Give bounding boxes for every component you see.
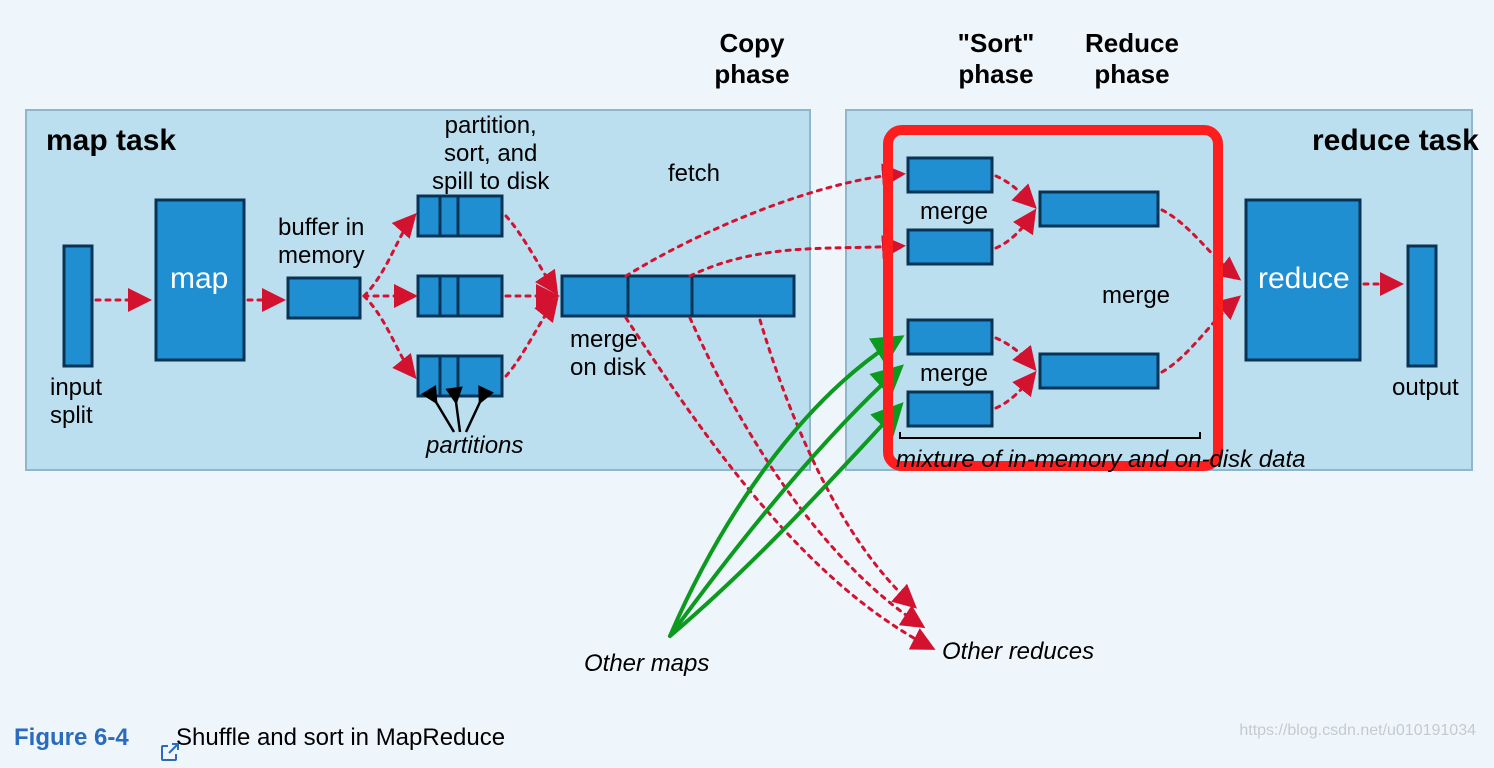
watermark: https://blog.csdn.net/u010191034 bbox=[1239, 722, 1476, 740]
phase-reduce-label: Reduce phase bbox=[1062, 28, 1202, 90]
buffer-label: buffer in memory bbox=[278, 214, 365, 270]
reduce-block-text: reduce bbox=[1258, 262, 1350, 296]
reduce-task-title: reduce task bbox=[1312, 124, 1479, 158]
output-label: output bbox=[1392, 374, 1459, 402]
merge-label-1: merge bbox=[920, 198, 988, 226]
merge-label-2: merge bbox=[920, 360, 988, 388]
mixture-label: mixture of in-memory and on-disk data bbox=[896, 446, 1306, 474]
map-block-text: map bbox=[170, 262, 228, 296]
phase-sort-label: "Sort" phase bbox=[926, 28, 1066, 90]
other-reduces-label: Other reduces bbox=[942, 638, 1094, 666]
partitions-label: partitions bbox=[426, 432, 523, 460]
other-maps-label: Other maps bbox=[584, 650, 709, 678]
input-split-label: input split bbox=[50, 374, 102, 430]
map-task-title: map task bbox=[46, 124, 176, 158]
fetch-label: fetch bbox=[668, 160, 720, 188]
merge-on-disk-label: merge on disk bbox=[570, 326, 646, 382]
partition-spill-label: partition, sort, and spill to disk bbox=[432, 112, 549, 196]
figure-caption: Shuffle and sort in MapReduce bbox=[176, 724, 505, 752]
svg-layer bbox=[0, 0, 1494, 768]
phase-copy-label: Copy phase bbox=[682, 28, 822, 90]
diagram-stage: Copy phase "Sort" phase Reduce phase map… bbox=[0, 0, 1494, 768]
figure-number: Figure 6-4 bbox=[14, 724, 129, 752]
merge-label-right: merge bbox=[1102, 282, 1170, 310]
